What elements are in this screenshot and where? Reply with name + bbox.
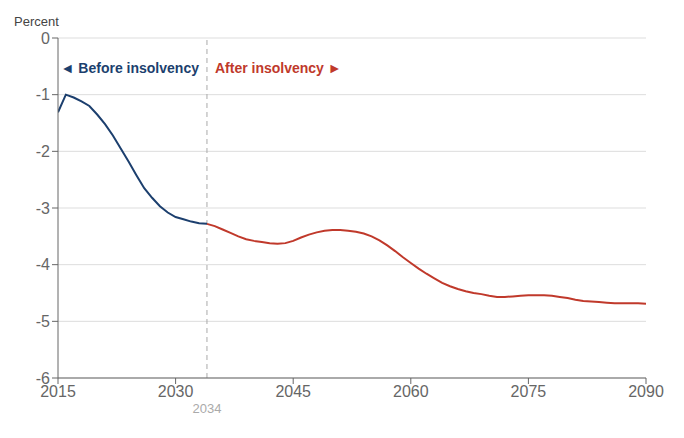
html-text:After insolvency ►: After insolvency ► xyxy=(215,60,342,76)
svg-text:-2: -2 xyxy=(36,143,50,160)
html-text:◄ Before insolvency: ◄ Before insolvency xyxy=(60,60,199,76)
svg-text:-6: -6 xyxy=(36,370,50,387)
svg-text:2030: 2030 xyxy=(158,383,194,400)
svg-text:2090: 2090 xyxy=(628,383,664,400)
svg-text:-5: -5 xyxy=(36,313,50,330)
svg-text:-3: -3 xyxy=(36,200,50,217)
svg-text:-4: -4 xyxy=(36,256,50,273)
svg-text:2075: 2075 xyxy=(511,383,547,400)
svg-text:2060: 2060 xyxy=(393,383,429,400)
svg-text:2015: 2015 xyxy=(40,383,76,401)
svg-text:2045: 2045 xyxy=(275,383,311,400)
svg-text:0: 0 xyxy=(41,30,50,47)
svg-text:2034: 2034 xyxy=(192,401,221,416)
svg-text:-1: -1 xyxy=(36,86,50,103)
html-text:Percent: Percent xyxy=(14,14,59,29)
